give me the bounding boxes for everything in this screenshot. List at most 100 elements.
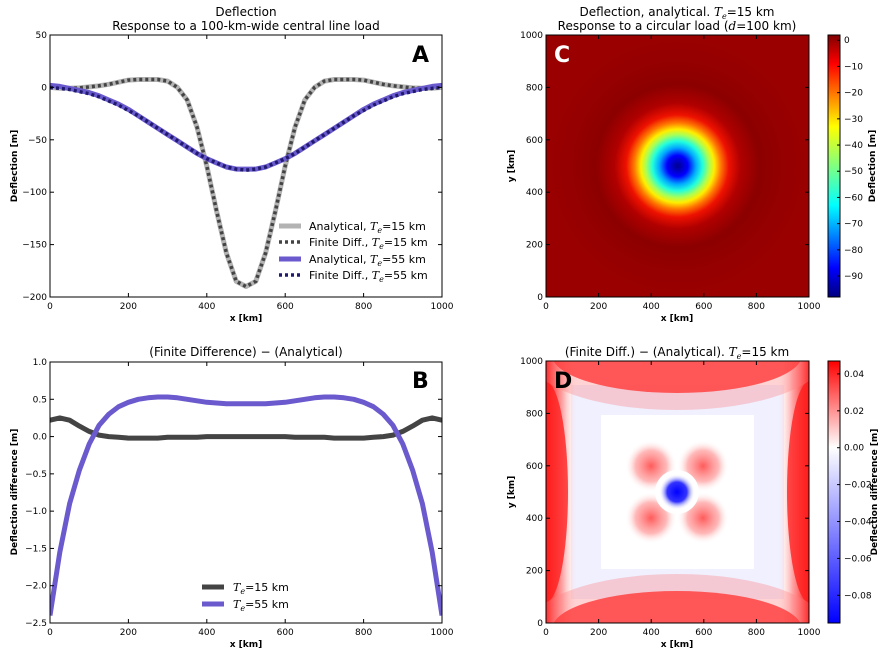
y-tick-label: −2.5 xyxy=(25,619,47,629)
series-line xyxy=(50,77,442,289)
y-tick-label: −200 xyxy=(22,293,47,303)
panel-b-ylabel: Deflection difference [m] xyxy=(10,429,20,556)
panel-b-frame xyxy=(49,361,443,624)
y-tick-label: 200 xyxy=(526,567,543,577)
colorbar-tick-label: −90 xyxy=(844,272,863,282)
panel-b-xlabel: x [km] xyxy=(230,640,263,650)
x-tick-label: 0 xyxy=(543,628,549,638)
panel-d-colorbar-ticks: 0.04 0.02 0.00 −0.02 −0.04 −0.06 −0.08 xyxy=(837,370,872,601)
panel-b-title: (Finite Difference) − (Analytical) xyxy=(149,345,342,359)
y-tick-label: −50 xyxy=(28,136,47,146)
panel-b-legend: Te=15 km Te=55 km xyxy=(202,581,289,613)
x-tick-label: 0 xyxy=(47,628,53,638)
legend-label: Finite Diff., Te=15 km xyxy=(309,236,428,251)
colorbar-tick-label: −0.06 xyxy=(844,554,872,564)
y-tick-label: 0.5 xyxy=(33,395,47,405)
panel-a-xlabel: x [km] xyxy=(230,314,263,324)
panel-d-heatmap xyxy=(546,361,809,623)
x-tick-label: 600 xyxy=(277,302,294,312)
panel-b-series xyxy=(50,394,442,616)
panel-a-frame xyxy=(49,34,443,298)
legend-label: Analytical, Te=55 km xyxy=(309,253,426,268)
legend-label: Te=15 km xyxy=(233,581,289,596)
x-tick-label: 800 xyxy=(748,302,765,312)
panel-d-ylabel: y [km] xyxy=(507,476,517,509)
panel-d-title: (Finite Diff.) − (Analytical). Te=15 km xyxy=(565,345,789,361)
x-tick-label: 800 xyxy=(355,628,372,638)
series-line xyxy=(50,394,442,616)
x-tick-label: 600 xyxy=(277,628,294,638)
y-tick-label: 1000 xyxy=(520,31,543,41)
x-tick-label: 200 xyxy=(120,628,137,638)
y-tick-label: 400 xyxy=(526,188,543,198)
series-line xyxy=(50,415,442,441)
panel-d-ticks: 0 200 400 600 800 1000 0 200 400 600 800 1000 xyxy=(520,357,821,638)
x-tick-label: 200 xyxy=(590,628,607,638)
y-tick-label: 0 xyxy=(537,619,543,629)
x-tick-label: 1000 xyxy=(431,302,454,312)
x-tick-label: 400 xyxy=(643,628,660,638)
legend-label: Te=55 km xyxy=(233,598,289,613)
y-tick-label: −1.0 xyxy=(25,507,47,517)
x-tick-label: 200 xyxy=(120,302,137,312)
x-tick-label: 800 xyxy=(355,302,372,312)
y-tick-label: 200 xyxy=(526,241,543,251)
y-tick-label: −150 xyxy=(22,241,47,251)
panel-a-ticks: 0 200 400 600 800 1000 50 0 −50 −100 −150 −200 xyxy=(22,31,453,312)
colorbar-tick-label: −20 xyxy=(844,89,863,99)
panel-c-frame xyxy=(545,34,810,298)
x-tick-label: 1000 xyxy=(798,628,821,638)
y-tick-label: 1000 xyxy=(520,357,543,367)
colorbar-tick-label: −80 xyxy=(844,246,863,256)
x-tick-label: 400 xyxy=(643,302,660,312)
y-tick-label: −2.0 xyxy=(25,582,47,592)
colorbar-tick-label: −70 xyxy=(844,220,863,230)
x-tick-label: 400 xyxy=(198,628,215,638)
colorbar-tick-label: −50 xyxy=(844,167,863,177)
colorbar-tick-label: −0.04 xyxy=(844,518,872,528)
panel-c-subtitle: Response to a circular load (d=100 km) xyxy=(558,19,797,33)
panel-d-xlabel: x [km] xyxy=(661,640,694,650)
legend-label: Analytical, Te=15 km xyxy=(309,220,426,235)
x-tick-label: 600 xyxy=(695,302,712,312)
panel-c-ticks: 0 200 400 600 800 1000 0 200 400 600 800 1000 xyxy=(520,31,821,312)
y-tick-label: 400 xyxy=(526,514,543,524)
panel-a-ylabel: Deflection [m] xyxy=(10,130,20,202)
panel-a-subtitle: Response to a 100-km-wide central line l… xyxy=(112,19,380,33)
colorbar-tick-label: −40 xyxy=(844,141,863,151)
y-tick-label: 600 xyxy=(526,136,543,146)
y-tick-label: 50 xyxy=(36,31,48,41)
panel-c-colorbar-ticks: 0 −10 −20 −30 −40 −50 −60 −70 −80 −90 xyxy=(837,36,863,282)
x-tick-label: 0 xyxy=(47,302,53,312)
x-tick-label: 600 xyxy=(695,628,712,638)
y-tick-label: 600 xyxy=(526,462,543,472)
panel-d: (Finite Diff.) − (Analytical). Te=15 km … xyxy=(507,345,880,650)
colorbar-tick-label: 0.04 xyxy=(844,370,864,380)
y-tick-label: −0.5 xyxy=(25,470,47,480)
panel-d-colorbar xyxy=(827,360,841,624)
y-tick-label: 1.0 xyxy=(33,358,48,368)
x-tick-label: 200 xyxy=(590,302,607,312)
colorbar-tick-label: −60 xyxy=(844,193,863,203)
panel-c-ylabel: y [km] xyxy=(507,150,517,183)
colorbar-tick-label: 0.02 xyxy=(844,407,864,417)
y-tick-label: 0 xyxy=(537,293,543,303)
panel-c-letter: C xyxy=(554,43,570,68)
colorbar-tick-label: −10 xyxy=(844,62,863,72)
panel-d-letter: D xyxy=(554,369,572,394)
colorbar-tick-label: 0.00 xyxy=(844,444,864,454)
colorbar-tick-label: −0.08 xyxy=(844,591,872,601)
y-tick-label: 0.0 xyxy=(33,433,48,443)
panel-d-frame xyxy=(545,360,810,624)
panel-a: Deflection Response to a 100-km-wide cen… xyxy=(10,5,454,324)
panel-c-heatmap xyxy=(546,35,809,297)
series-line xyxy=(50,85,442,172)
y-tick-label: −1.5 xyxy=(25,544,47,554)
colorbar-tick-label: −30 xyxy=(844,115,863,125)
panel-b-ticks: 0 200 400 600 800 1000 1.0 0.5 0.0 −0.5 −1.0 −1.5 −2… xyxy=(25,358,454,638)
panel-a-letter: A xyxy=(412,43,429,68)
panel-c-title: Deflection, analytical. Te=15 km xyxy=(579,5,774,21)
series-line xyxy=(50,82,442,172)
